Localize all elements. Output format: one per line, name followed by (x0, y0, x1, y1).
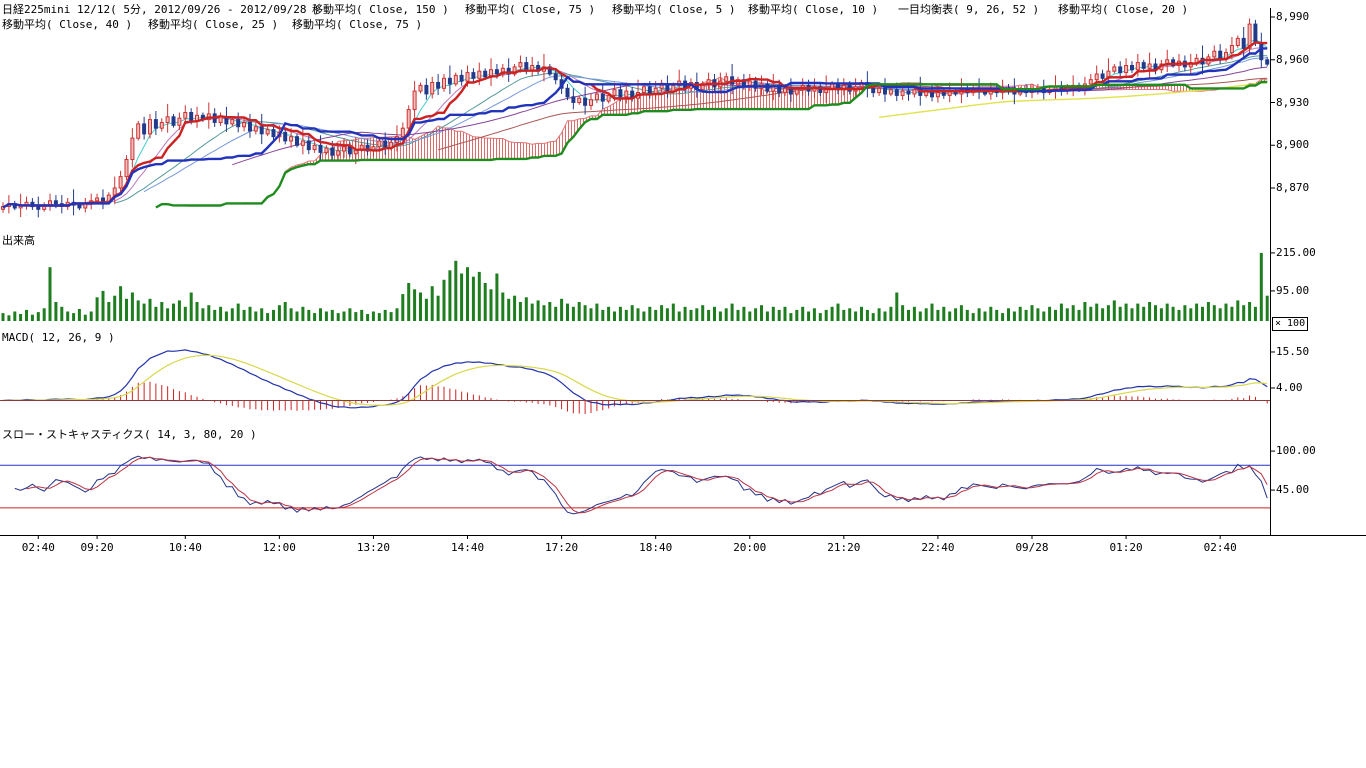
price-axis-label: 8,870 (1276, 182, 1309, 194)
time-axis-label: 17:20 (539, 541, 585, 554)
panel-title-volume: 出来高 (2, 234, 35, 247)
volume-unit-badge: × 100 (1272, 317, 1308, 331)
price-axis-label: 8,990 (1276, 11, 1309, 23)
chart-canvas[interactable] (0, 0, 1366, 560)
legend-item-ma5: 移動平均( Close, 5 ) (612, 3, 735, 16)
legend-item-ma10: 移動平均( Close, 10 ) (748, 3, 878, 16)
legend-item-ma40: 移動平均( Close, 40 ) (2, 18, 132, 31)
price-axis-label: 8,900 (1276, 139, 1309, 151)
time-axis-label: 14:40 (445, 541, 491, 554)
legend-item-instrument: 日経225mini 12/12( 5分, 2012/09/26 - 2012/0… (2, 3, 320, 16)
time-axis-label: 10:40 (162, 541, 208, 554)
stoch-axis-label: 100.00 (1276, 445, 1316, 457)
price-axis-label: 8,960 (1276, 54, 1309, 66)
legend-item-ma150: 移動平均( Close, 150 ) (312, 3, 449, 16)
stoch-axis-label: 45.00 (1276, 484, 1309, 496)
volume-axis-label: 95.00 (1276, 285, 1309, 297)
macd-axis-label: 4.00 (1276, 382, 1303, 394)
time-axis-label: 02:40 (1197, 541, 1243, 554)
legend-item-ichimoku: 一目均衡表( 9, 26, 52 ) (898, 3, 1039, 16)
panel-title-stochastics: スロー・ストキャスティクス( 14, 3, 80, 20 ) (2, 428, 257, 441)
volume-axis-label: 215.00 (1276, 247, 1316, 259)
price-axis-label: 8,930 (1276, 97, 1309, 109)
legend-item-ma75: 移動平均( Close, 75 ) (465, 3, 595, 16)
panel-title-macd: MACD( 12, 26, 9 ) (2, 331, 115, 344)
time-axis-label: 02:40 (15, 541, 61, 554)
time-axis-label: 20:00 (727, 541, 773, 554)
legend-item-ma25: 移動平均( Close, 25 ) (148, 18, 278, 31)
time-axis-label: 09:20 (74, 541, 120, 554)
time-axis-label: 21:20 (821, 541, 867, 554)
time-axis-label: 18:40 (633, 541, 679, 554)
legend-item-ma20: 移動平均( Close, 20 ) (1058, 3, 1188, 16)
time-axis-label: 12:00 (256, 541, 302, 554)
time-axis-label: 09/28 (1009, 541, 1055, 554)
legend-item-ma75b: 移動平均( Close, 75 ) (292, 18, 422, 31)
time-axis-label: 01:20 (1103, 541, 1149, 554)
trading-chart-app: 日経225mini 12/12( 5分, 2012/09/26 - 2012/0… (0, 0, 1366, 768)
time-axis-label: 22:40 (915, 541, 961, 554)
time-axis-label: 13:20 (350, 541, 396, 554)
macd-axis-label: 15.50 (1276, 346, 1309, 358)
